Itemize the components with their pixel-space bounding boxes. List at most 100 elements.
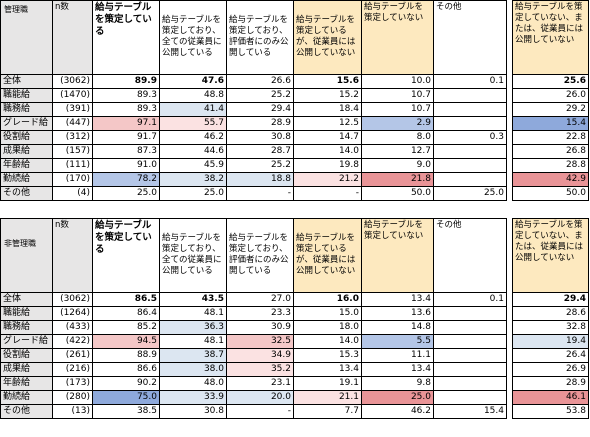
row-n: (216)	[52, 362, 93, 377]
row-label: 職能給	[0, 88, 53, 103]
cell-value: 32.5	[226, 334, 294, 349]
cell-value: 30.8	[226, 130, 294, 145]
side-row: 28.6	[512, 306, 589, 321]
cell-value: 48.1	[159, 306, 227, 321]
cell-value: 8.0	[361, 130, 434, 145]
row-label: 全体	[0, 292, 53, 307]
side-row: 26.8	[512, 144, 589, 159]
cell-value: 20.0	[226, 390, 294, 405]
row-n: (312)	[52, 130, 93, 145]
cell-value-side: 26.8	[512, 144, 589, 159]
row-label: その他	[0, 404, 53, 419]
cell-value: 2.9	[361, 116, 434, 131]
side-row: 50.0	[512, 186, 589, 201]
row-n: (1264)	[52, 306, 93, 321]
cell-value-side: 26.9	[512, 362, 589, 377]
row-label: 役割給	[0, 348, 53, 363]
side-row: 26.0	[512, 88, 589, 103]
cell-value: 33.9	[159, 390, 227, 405]
side-row: 29.2	[512, 102, 589, 117]
cell-value: 10.7	[361, 102, 434, 117]
cell-value	[433, 306, 507, 321]
table-row: 役割給 (261) 88.9 38.7 34.9 15.3 11.1	[0, 348, 507, 363]
row-label: 成果給	[0, 144, 53, 159]
cell-value: 15.0	[293, 306, 362, 321]
cell-value-side: 46.1	[512, 390, 589, 405]
cell-value	[433, 102, 507, 117]
header-col-a: 給与テーブルを策定しており、全ての従業員に公開している	[159, 0, 227, 75]
side-row: 26.9	[512, 362, 589, 377]
side-row: 29.4	[512, 292, 589, 307]
cell-value: 48.1	[159, 334, 227, 349]
table-row: 勤続給 (170) 78.2 38.2 18.8 21.2 21.8	[0, 172, 507, 187]
row-n: (280)	[52, 390, 93, 405]
cell-value: 23.3	[226, 306, 294, 321]
side-row: 15.4	[512, 116, 589, 131]
cell-value	[433, 144, 507, 159]
table-row: 全体 (3062) 86.5 43.5 27.0 16.0 13.4 0.1	[0, 292, 507, 307]
cell-value: 48.8	[159, 88, 227, 103]
cell-value: 86.5	[92, 292, 160, 307]
table-row: 職務給 (433) 85.2 36.3 30.9 18.0 14.8	[0, 320, 507, 335]
cell-value: 28.9	[226, 116, 294, 131]
cell-value: 0.1	[433, 74, 507, 89]
header-strong: 給与テーブルを策定している	[92, 218, 160, 293]
cell-value: 21.2	[293, 172, 362, 187]
cell-value: 25.2	[226, 158, 294, 173]
table-row: 職能給 (1470) 89.3 48.8 25.2 15.2 10.7	[0, 88, 507, 103]
row-label: 勤続給	[0, 390, 53, 405]
row-n: (261)	[52, 348, 93, 363]
cell-value: 88.9	[92, 348, 160, 363]
cell-value: 27.0	[226, 292, 294, 307]
cell-value: 87.3	[92, 144, 160, 159]
table-row: 年齢給 (111) 91.0 45.9 25.2 19.8 9.0	[0, 158, 507, 173]
cell-value-side: 42.9	[512, 172, 589, 187]
cell-value: 30.8	[159, 404, 227, 419]
header-col-e: その他	[433, 218, 507, 293]
cell-value: -	[293, 186, 362, 201]
cell-value: 45.9	[159, 158, 227, 173]
cell-value: -	[226, 186, 294, 201]
cell-value: 38.7	[159, 348, 227, 363]
cell-value: 13.4	[361, 292, 434, 307]
cell-value: 38.5	[92, 404, 160, 419]
table-row: グレード給 (422) 94.5 48.1 32.5 14.0 5.5	[0, 334, 507, 349]
corner-label: 非管理職	[0, 218, 53, 293]
cell-value	[433, 88, 507, 103]
cell-value: 44.6	[159, 144, 227, 159]
cell-value: 36.3	[159, 320, 227, 335]
table-row: 役割給 (312) 91.7 46.2 30.8 14.7 8.0 0.3	[0, 130, 507, 145]
row-n: (391)	[52, 102, 93, 117]
row-label: 勤続給	[0, 172, 53, 187]
cell-value	[433, 320, 507, 335]
side-row: 28.9	[512, 376, 589, 391]
header-col-b: 給与テーブルを策定しており、評価者にのみ公開している	[226, 0, 294, 75]
cell-value-side: 26.4	[512, 348, 589, 363]
row-n: (170)	[52, 172, 93, 187]
table-row: 成果給 (216) 86.6 38.0 35.2 13.4 13.4	[0, 362, 507, 377]
cell-value: 9.8	[361, 376, 434, 391]
side-row: 53.8	[512, 404, 589, 419]
table-main-managers: 管理職 n数 給与テーブルを策定している 給与テーブルを策定しており、全ての従業…	[0, 0, 507, 201]
cell-value: 94.5	[92, 334, 160, 349]
side-row: 28.8	[512, 158, 589, 173]
table-row: 成果給 (157) 87.3 44.6 28.7 14.0 12.7	[0, 144, 507, 159]
n-header: n数	[52, 218, 93, 293]
cell-value: 0.3	[433, 130, 507, 145]
cell-value: 21.8	[361, 172, 434, 187]
cell-value: 13.6	[361, 306, 434, 321]
side-row: 19.4	[512, 334, 589, 349]
cell-value: 19.1	[293, 376, 362, 391]
cell-value: 15.6	[293, 74, 362, 89]
cell-value: 14.8	[361, 320, 434, 335]
table-row: 全体 (3062) 89.9 47.6 26.6 15.6 10.0 0.1	[0, 74, 507, 89]
cell-value: 18.8	[226, 172, 294, 187]
row-n: (173)	[52, 376, 93, 391]
corner-label: 管理職	[0, 0, 53, 75]
cell-value: 48.0	[159, 376, 227, 391]
row-n: (422)	[52, 334, 93, 349]
cell-value: 13.4	[293, 362, 362, 377]
cell-value: 78.2	[92, 172, 160, 187]
row-label: グレード給	[0, 116, 53, 131]
cell-value-side: 32.8	[512, 320, 589, 335]
